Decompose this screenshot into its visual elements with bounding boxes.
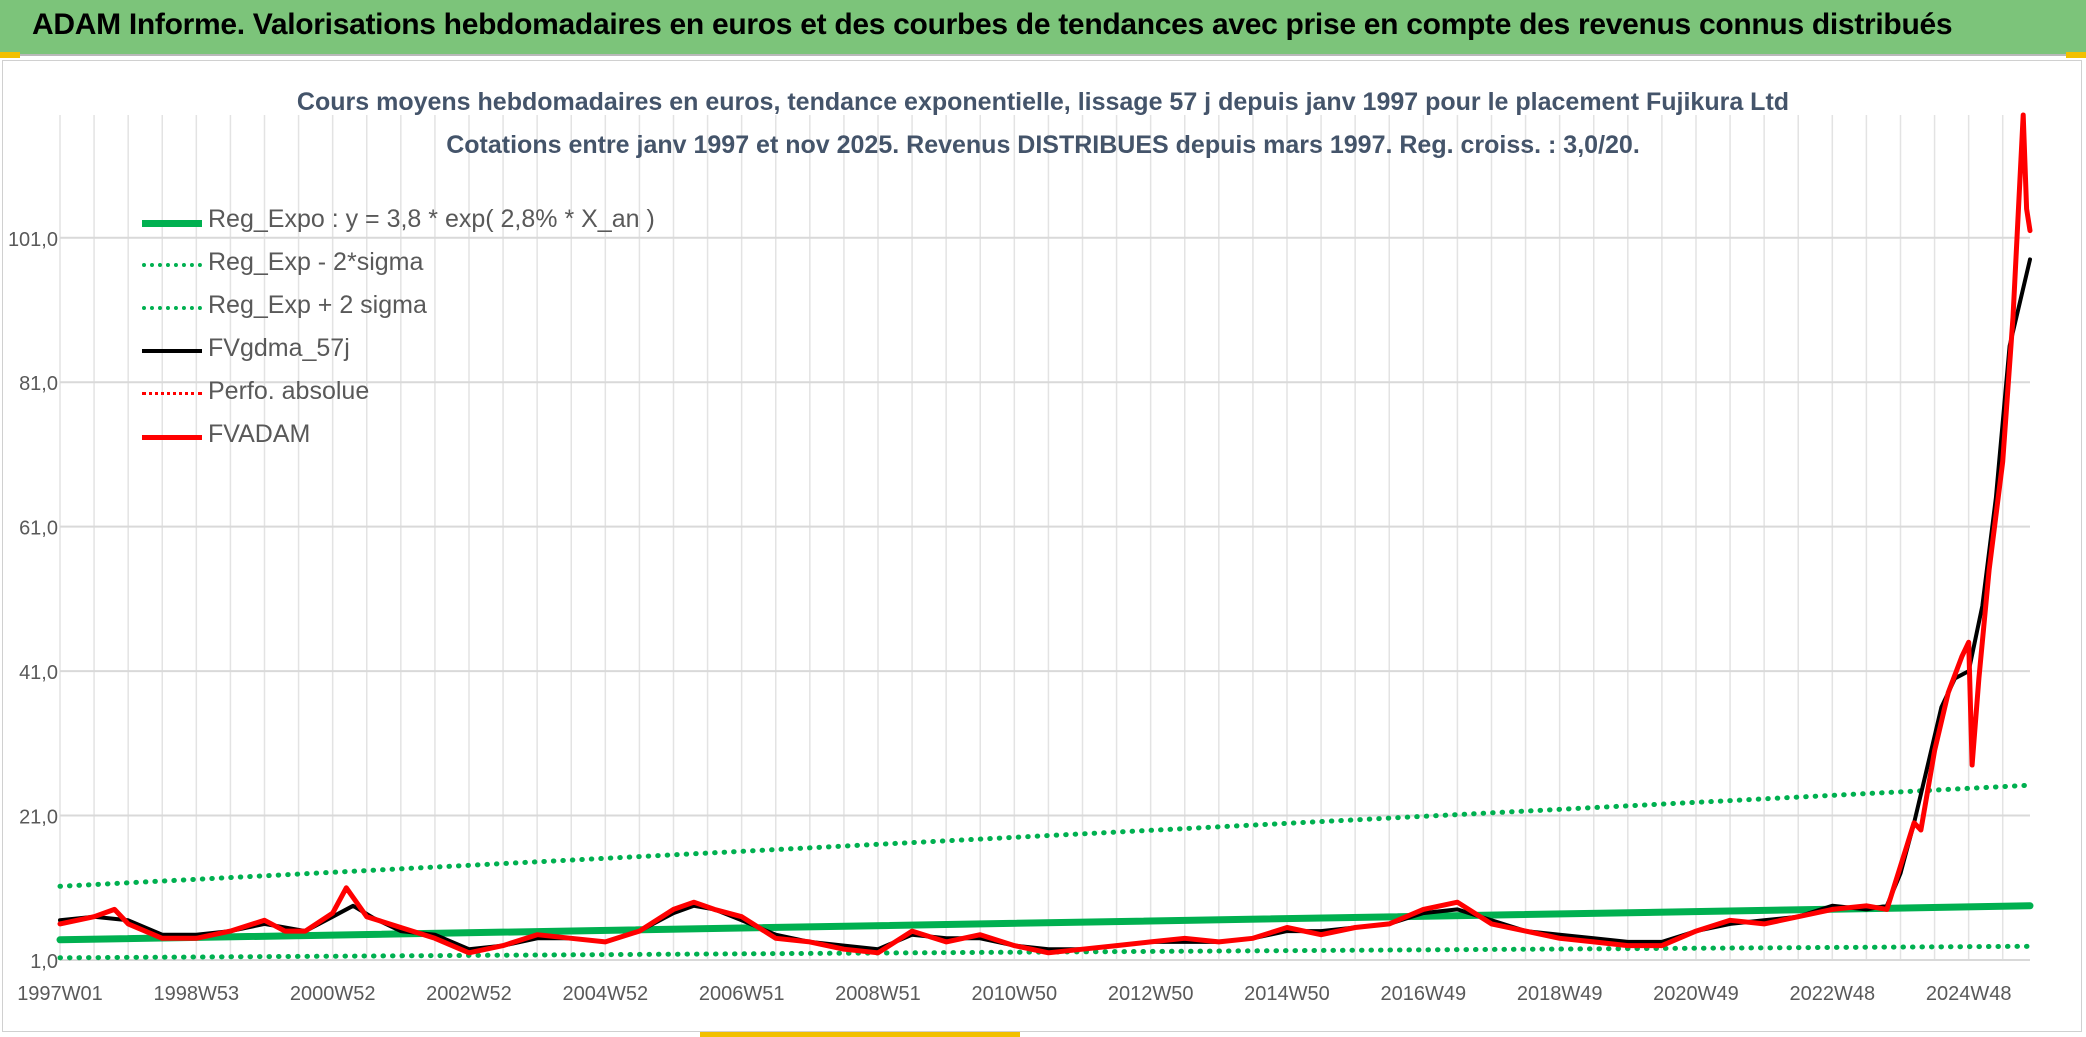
legend-label: FVgdma_57j: [208, 334, 350, 362]
legend-label: Perfo. absolue: [208, 377, 370, 405]
x-tick-label: 2010W50: [972, 983, 1058, 1005]
y-tick-label: 41,0: [19, 662, 58, 684]
x-tick-label: 2018W49: [1517, 983, 1603, 1005]
legend-label: Reg_Expo : y = 3,8 * exp( 2,8% * X_an ): [208, 205, 655, 233]
legend-label: FVADAM: [208, 420, 311, 448]
legend-label: Reg_Exp + 2 sigma: [208, 291, 427, 319]
y-tick-label: 101,0: [8, 229, 58, 251]
series-line-1: [57, 943, 2033, 961]
x-tick-label: 2024W48: [1926, 983, 2012, 1005]
corner-marker-right: [2066, 52, 2086, 58]
x-tick-label: 2008W51: [835, 983, 921, 1005]
x-tick-label: 2022W48: [1790, 983, 1876, 1005]
x-tick-label: 2002W52: [426, 983, 512, 1005]
x-tick-label: 2006W51: [699, 983, 785, 1005]
bottom-accent: [700, 1032, 1020, 1037]
y-tick-label: 81,0: [19, 373, 58, 395]
legend-swatch: [142, 392, 202, 395]
chart-area: [2, 60, 2082, 1032]
legend-swatch: [142, 220, 202, 227]
report-banner: ADAM Informe. Valorisations hebdomadaire…: [0, 0, 2086, 56]
legend-swatch: [142, 263, 202, 267]
legend-label: Reg_Exp - 2*sigma: [208, 248, 424, 276]
y-tick-label: 1,0: [30, 951, 58, 973]
y-tick-label: 61,0: [19, 518, 58, 540]
series-line-5: [57, 112, 2033, 956]
report-title: ADAM Informe. Valorisations hebdomadaire…: [32, 8, 1953, 41]
corner-marker-left: [0, 52, 20, 58]
series-line-2: [57, 782, 2033, 889]
x-tick-label: 2000W52: [290, 983, 376, 1005]
y-tick-label: 21,0: [19, 807, 58, 829]
legend-swatch: [142, 306, 202, 310]
series-line-3: [58, 257, 2032, 952]
x-tick-label: 1997W01: [17, 983, 103, 1005]
x-tick-label: 2004W52: [563, 983, 649, 1005]
x-tick-label: 2016W49: [1381, 983, 1467, 1005]
x-tick-label: 2012W50: [1108, 983, 1194, 1005]
legend-swatch: [142, 435, 202, 440]
chart-subtitle: Cotations entre janv 1997 et nov 2025. R…: [446, 131, 1640, 159]
x-tick-label: 2020W49: [1653, 983, 1739, 1005]
x-tick-label: 2014W50: [1244, 983, 1330, 1005]
legend-swatch: [142, 349, 202, 353]
chart-title: Cours moyens hebdomadaires en euros, ten…: [296, 88, 1790, 116]
x-tick-label: 1998W53: [154, 983, 240, 1005]
series-line-0: [56, 902, 2034, 944]
